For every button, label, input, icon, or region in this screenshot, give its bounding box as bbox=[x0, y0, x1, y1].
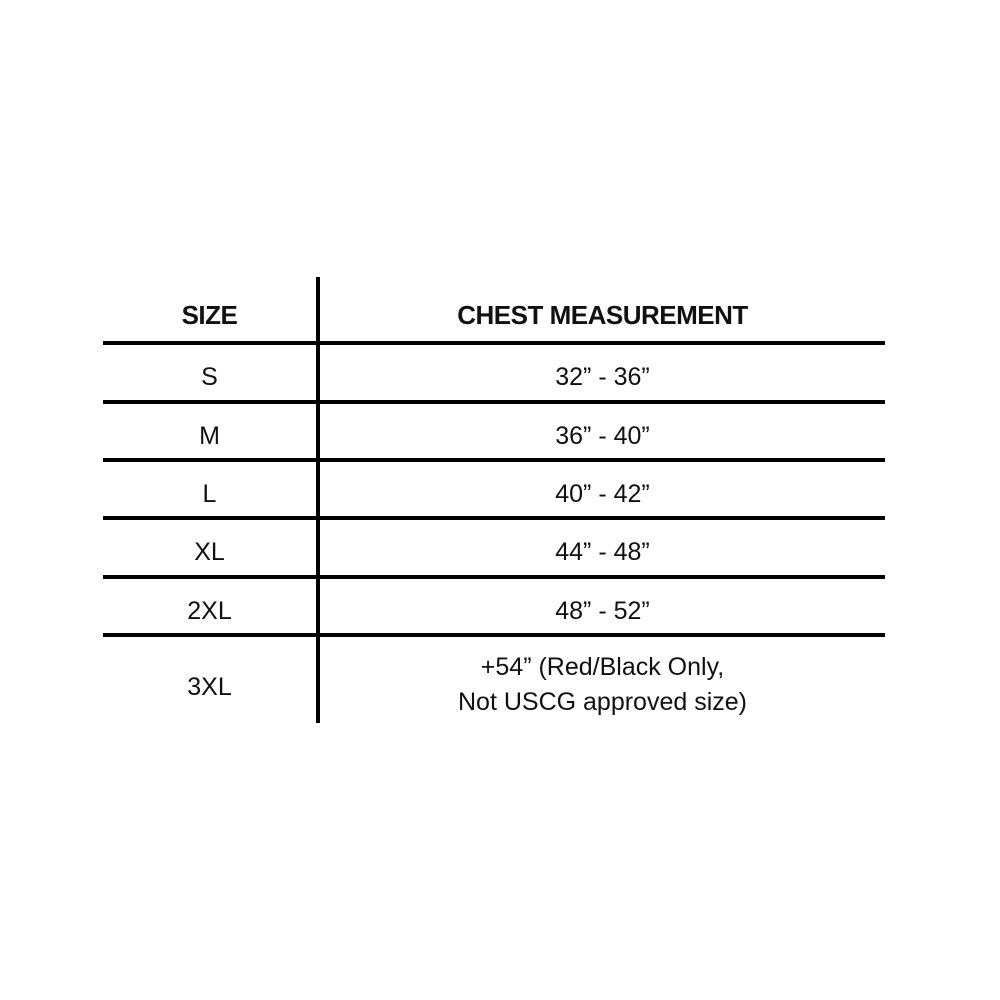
chest-cell: 32” - 36” bbox=[555, 363, 650, 391]
row-divider bbox=[103, 458, 885, 462]
chest-cell: +54” (Red/Black Only, bbox=[480, 653, 725, 681]
chest-cell: 44” - 48” bbox=[555, 538, 650, 566]
size-cell: L bbox=[202, 480, 217, 508]
row-divider bbox=[103, 633, 885, 637]
chest-cell-note: Not USCG approved size) bbox=[457, 688, 747, 716]
size-cell: S bbox=[201, 363, 218, 391]
size-cell: 2XL bbox=[187, 597, 232, 625]
size-cell: 3XL bbox=[187, 673, 232, 701]
chest-cell: 36” - 40” bbox=[555, 422, 650, 450]
header-chest-measurement: CHEST MEASUREMENT bbox=[457, 300, 748, 330]
row-divider bbox=[103, 400, 885, 404]
column-divider bbox=[316, 277, 320, 723]
row-divider bbox=[103, 516, 885, 520]
size-cell: M bbox=[199, 422, 220, 450]
header-size: SIZE bbox=[181, 300, 238, 330]
chest-cell: 40” - 42” bbox=[555, 480, 650, 508]
row-divider bbox=[103, 575, 885, 579]
row-divider bbox=[103, 341, 885, 345]
chest-cell: 48” - 52” bbox=[555, 597, 650, 625]
size-cell: XL bbox=[194, 538, 225, 566]
